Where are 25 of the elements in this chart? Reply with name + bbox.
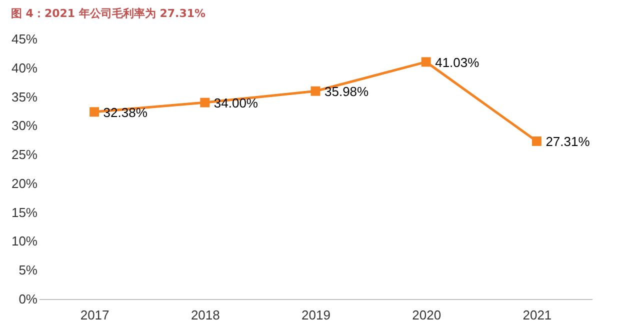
y-tick-label: 0% [18, 292, 38, 306]
point [90, 107, 100, 117]
point [532, 136, 542, 146]
y-tick-label: 10% [11, 234, 38, 249]
y-tick-label: 35% [11, 89, 38, 104]
y-tick-label: 30% [11, 118, 38, 134]
x-tick-label: 2019 [302, 308, 330, 322]
x-tick-label: 2017 [80, 308, 110, 322]
point [421, 57, 431, 67]
point [310, 86, 320, 96]
chart-title: 图 4：2021 年公司毛利率为 27.31% [10, 7, 206, 20]
y-tick-label: 25% [11, 147, 38, 162]
x-tick-label: 2018 [190, 308, 220, 322]
data-label: 35.98% [324, 84, 370, 100]
x-tick-label: 2020 [412, 308, 442, 322]
y-tick-label: 15% [11, 204, 38, 220]
y-tick-label: 20% [11, 176, 38, 191]
y-tick-label: 45% [11, 32, 38, 46]
data-label: 41.03% [435, 54, 480, 70]
data-label: 27.31% [546, 134, 590, 150]
y-tick-label: 40% [11, 60, 38, 76]
point [200, 98, 210, 108]
y-tick-label: 5% [18, 262, 38, 278]
x-tick-label: 2021 [522, 308, 552, 322]
data-label: 34.00% [214, 96, 258, 111]
